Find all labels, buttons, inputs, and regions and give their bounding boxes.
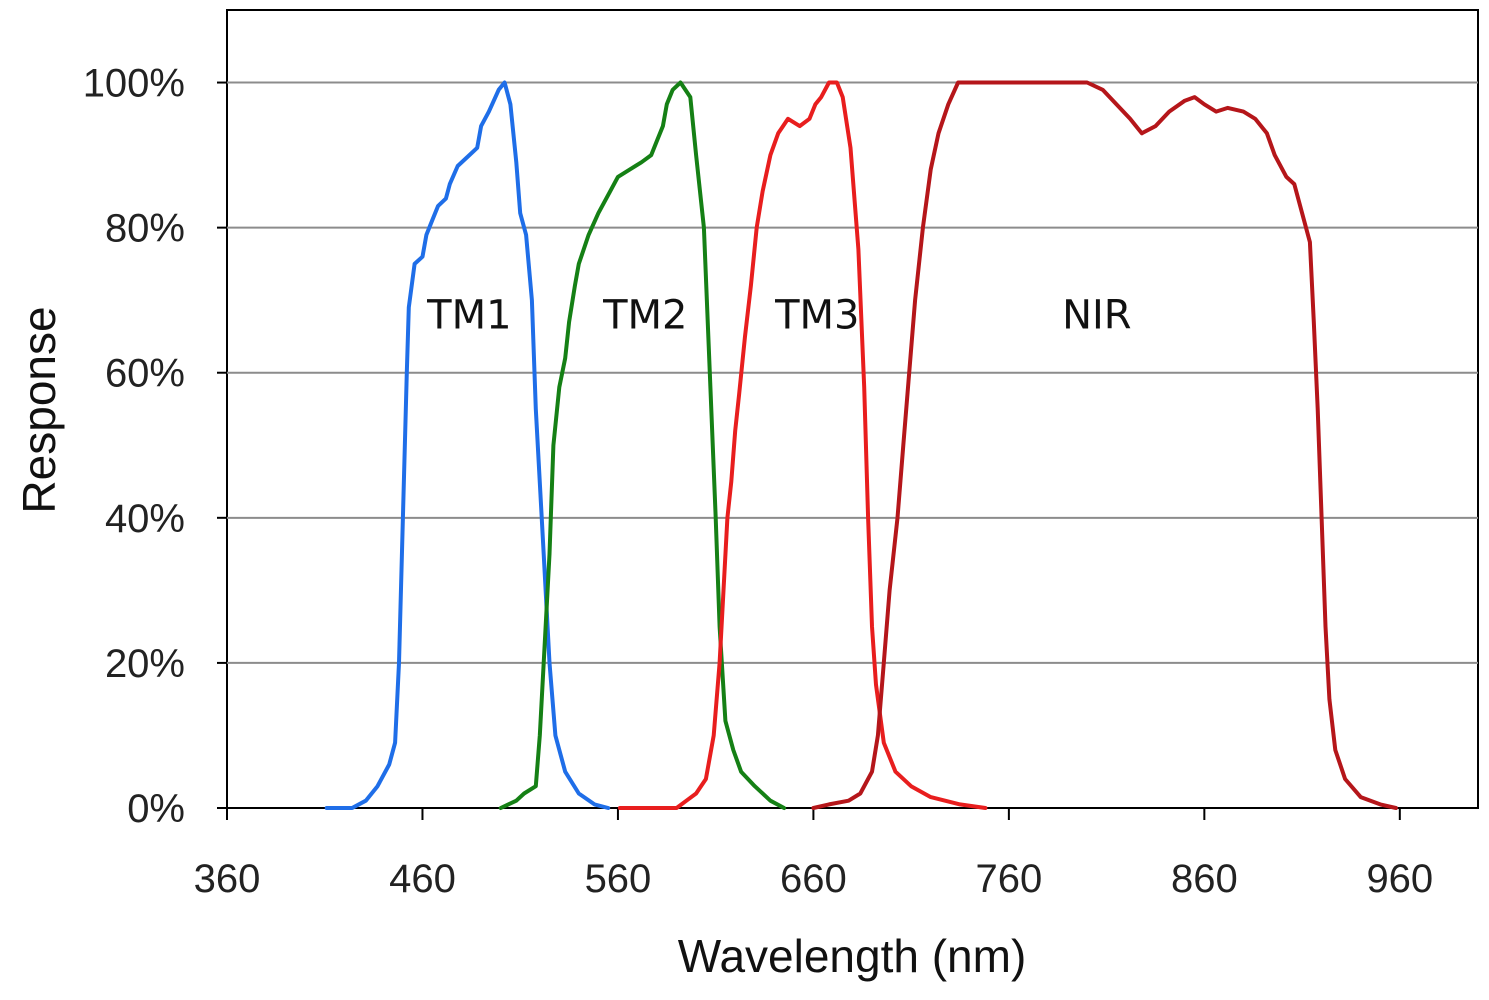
y-tick-label: 60% [105, 352, 185, 396]
series-group [324, 80, 1398, 810]
series-line-tm3 [617, 80, 988, 810]
band-labels: TM1 TM2 TM3 NIR [426, 293, 1131, 339]
plot-area [226, 9, 1479, 809]
x-tick-label: 760 [976, 857, 1043, 901]
x-tick-label: 860 [1171, 857, 1238, 901]
x-tick-label: 660 [780, 857, 847, 901]
series-line-tm1 [324, 80, 611, 810]
band-label-tm3: TM3 [774, 293, 859, 339]
x-tick-label: 560 [585, 857, 652, 901]
x-axis-title: Wavelength (nm) [678, 930, 1027, 982]
y-axis-title: Response [13, 306, 65, 513]
y-tick-label: 0% [127, 787, 185, 831]
x-tick-label: 960 [1366, 857, 1433, 901]
band-label-tm1: TM1 [426, 293, 511, 339]
series-line-nir [811, 80, 1398, 810]
x-tick-label: 360 [194, 857, 261, 901]
y-tick-label: 20% [105, 642, 185, 686]
y-tick-label: 100% [83, 62, 185, 106]
axis-ticks: 0% 20% 40% 60% 80% 100% 360 460 560 660 760 860 960 [83, 62, 1434, 901]
y-tick-label: 80% [105, 207, 185, 251]
band-label-tm2: TM2 [602, 293, 687, 339]
gridlines [227, 81, 1478, 664]
x-tick-label: 460 [389, 857, 456, 901]
band-label-nir: NIR [1062, 293, 1132, 339]
y-tick-label: 40% [105, 497, 185, 541]
